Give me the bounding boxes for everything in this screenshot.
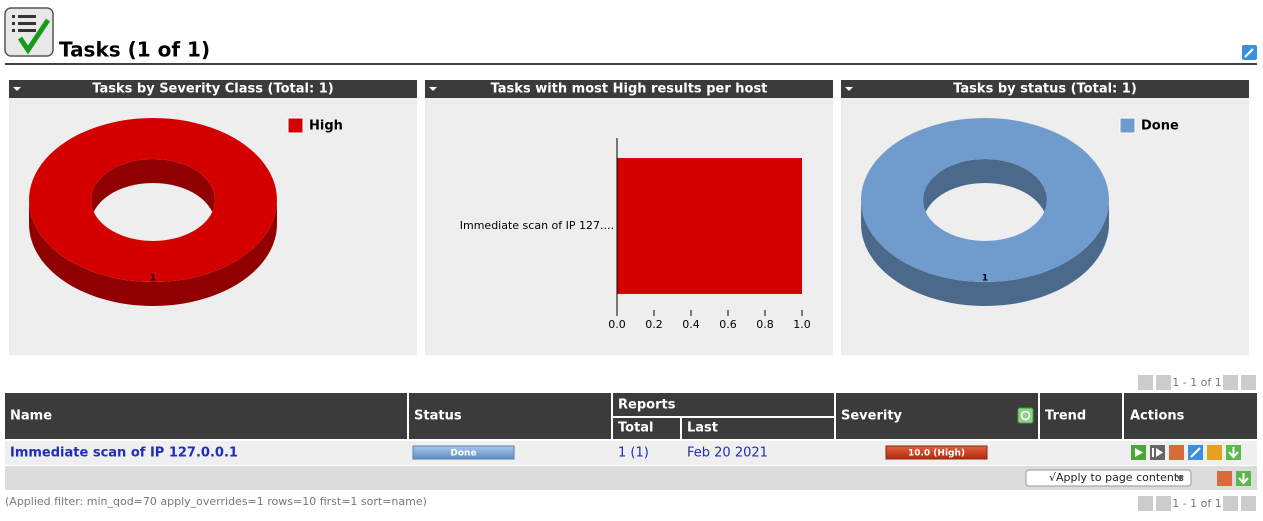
bar bbox=[617, 158, 802, 294]
tasks-icon bbox=[4, 7, 54, 57]
pagination-text: 1 - 1 of 1 bbox=[1172, 497, 1222, 510]
donut-side bbox=[29, 200, 277, 306]
donut-side bbox=[861, 200, 1109, 306]
filter-text: (Applied filter: min_qod=70 apply_overri… bbox=[5, 495, 427, 508]
pagination-text: 1 - 1 of 1 bbox=[1172, 376, 1222, 389]
slice-label: 1 bbox=[982, 273, 988, 283]
panel-header bbox=[9, 80, 417, 98]
column-header[interactable]: Severity bbox=[841, 409, 903, 424]
x-tick-label: 1.0 bbox=[793, 318, 811, 331]
panel-header bbox=[425, 80, 833, 98]
legend-swatch bbox=[1119, 117, 1136, 134]
reports-total[interactable]: 1 (1) bbox=[618, 446, 649, 461]
donut-slice bbox=[861, 118, 1109, 282]
panel-title: Tasks by status (Total: 1) bbox=[953, 82, 1137, 97]
donut-hole bbox=[91, 183, 215, 241]
collapse-arrow[interactable] bbox=[429, 87, 437, 91]
x-tick-label: 0.4 bbox=[682, 318, 700, 331]
severity-bar bbox=[885, 445, 988, 460]
x-tick-label: 0.2 bbox=[645, 318, 663, 331]
status-label: Done bbox=[450, 449, 476, 459]
column-header[interactable]: Name bbox=[10, 409, 52, 424]
legend-swatch bbox=[287, 117, 304, 134]
donut-hole bbox=[923, 183, 1047, 241]
panel-title: Tasks with most High results per host bbox=[491, 82, 768, 97]
overrides-icon[interactable] bbox=[1017, 407, 1034, 424]
table-row bbox=[5, 441, 1257, 465]
column-header[interactable]: Total bbox=[618, 421, 654, 436]
pagination-icons[interactable] bbox=[1138, 375, 1256, 511]
collapse-arrow[interactable] bbox=[845, 87, 853, 91]
severity-label: 10.0 (High) bbox=[908, 449, 965, 459]
column-header[interactable]: Last bbox=[687, 421, 718, 436]
x-tick-label: 0.6 bbox=[719, 318, 737, 331]
panel-header bbox=[841, 80, 1249, 98]
page-title: Tasks (1 of 1) bbox=[59, 38, 210, 62]
apply-select[interactable] bbox=[1025, 469, 1192, 487]
select-arrow bbox=[1176, 476, 1184, 481]
apply-select-label[interactable]: √Apply to page contents bbox=[1049, 471, 1184, 484]
slice-label: 1 bbox=[150, 273, 156, 283]
action-icons[interactable] bbox=[1131, 445, 1241, 460]
legend-label: Done bbox=[1141, 119, 1179, 134]
task-link[interactable]: Immediate scan of IP 127.0.0.1 bbox=[10, 446, 238, 461]
x-tick-label: 0.8 bbox=[756, 318, 774, 331]
collapse-arrow[interactable] bbox=[13, 87, 21, 91]
table-header bbox=[5, 393, 1257, 439]
column-header: Trend bbox=[1045, 409, 1086, 424]
column-header: Reports bbox=[618, 398, 676, 413]
status-bar bbox=[412, 445, 515, 460]
last-report[interactable]: Feb 20 2021 bbox=[687, 446, 768, 461]
donut-slice bbox=[29, 118, 277, 282]
edit-icon[interactable] bbox=[1242, 45, 1257, 60]
bulk-icons[interactable] bbox=[1217, 471, 1251, 486]
panel-title: Tasks by Severity Class (Total: 1) bbox=[92, 82, 333, 97]
y-tick-label: Immediate scan of IP 127.... bbox=[460, 219, 614, 232]
column-header[interactable]: Status bbox=[414, 409, 462, 424]
legend-label: High bbox=[309, 119, 343, 134]
column-header: Actions bbox=[1130, 409, 1185, 424]
x-tick-label: 0.0 bbox=[608, 318, 626, 331]
